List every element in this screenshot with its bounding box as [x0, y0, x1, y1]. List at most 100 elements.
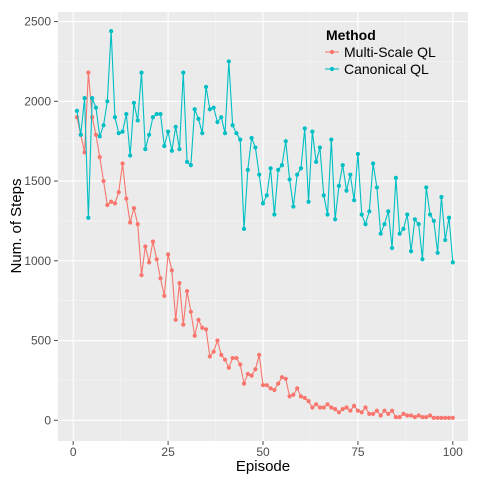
data-point	[173, 317, 178, 322]
data-point	[169, 148, 174, 153]
data-point	[374, 408, 379, 413]
data-point	[219, 352, 224, 357]
data-point	[219, 115, 224, 120]
data-point	[192, 107, 197, 112]
data-point	[226, 59, 231, 64]
data-point	[393, 175, 398, 180]
data-point	[211, 105, 216, 110]
data-point	[120, 129, 125, 134]
data-point	[325, 212, 330, 217]
data-point	[268, 386, 273, 391]
data-point	[120, 161, 125, 166]
data-point	[86, 70, 91, 75]
data-point	[363, 405, 368, 410]
data-point	[147, 260, 152, 265]
data-point	[207, 107, 212, 112]
data-point	[333, 407, 338, 412]
data-point	[245, 371, 250, 377]
data-point	[408, 413, 414, 418]
data-point	[333, 217, 338, 222]
series-canonical-ql	[74, 29, 455, 265]
data-point	[344, 188, 349, 193]
data-point	[82, 96, 87, 101]
data-point	[131, 206, 137, 211]
data-point	[90, 96, 95, 101]
data-point	[321, 193, 326, 198]
data-point	[109, 199, 114, 204]
data-point	[348, 408, 353, 413]
x-tick-label: 100	[443, 445, 463, 459]
data-point	[257, 172, 262, 177]
data-point	[435, 250, 440, 255]
y-tick-label: 2500	[24, 15, 51, 29]
data-point	[158, 276, 163, 281]
data-point	[162, 143, 167, 149]
data-point	[78, 132, 83, 137]
x-tick-label: 25	[161, 445, 175, 459]
series-line-canonical-ql	[76, 31, 454, 263]
data-point	[310, 405, 315, 410]
data-point	[101, 123, 106, 128]
data-point	[279, 163, 285, 168]
data-point	[234, 355, 239, 361]
y-tick-label: 2000	[24, 94, 51, 108]
data-point	[135, 118, 140, 123]
data-point	[352, 198, 357, 203]
data-point	[314, 159, 319, 165]
data-point	[249, 135, 254, 141]
data-point	[215, 338, 220, 343]
data-point	[260, 383, 266, 388]
data-point	[147, 132, 152, 137]
data-point	[154, 257, 159, 262]
data-point	[355, 151, 361, 157]
data-point	[272, 387, 277, 393]
data-point	[416, 222, 421, 227]
data-point	[412, 217, 417, 222]
data-point	[435, 415, 440, 420]
data-point	[196, 116, 201, 121]
y-tick-label: 1000	[24, 254, 51, 268]
data-point	[283, 139, 288, 144]
series-layer	[74, 29, 455, 420]
data-point	[207, 354, 212, 359]
data-point	[93, 105, 99, 110]
data-point	[389, 245, 395, 251]
data-point	[105, 202, 110, 208]
data-point	[181, 322, 186, 327]
data-point	[105, 99, 110, 104]
data-point	[408, 249, 414, 254]
data-point	[329, 137, 334, 142]
data-point	[253, 145, 258, 150]
x-tick-label: 75	[351, 445, 365, 459]
data-point	[298, 166, 304, 171]
data-point	[272, 212, 277, 217]
data-point	[143, 244, 148, 249]
data-point	[154, 111, 159, 117]
data-point	[128, 153, 133, 158]
data-point	[230, 123, 235, 128]
legend-label: Multi-Scale QL	[344, 44, 436, 60]
data-point	[374, 185, 379, 190]
data-point	[386, 209, 391, 214]
data-point	[222, 131, 228, 136]
data-point	[386, 411, 391, 416]
data-point	[420, 257, 425, 262]
data-point	[310, 129, 315, 134]
y-tick-label: 500	[31, 334, 51, 348]
data-point	[298, 394, 304, 399]
data-point	[241, 226, 247, 231]
data-point	[401, 226, 406, 231]
legend-label: Canonical QL	[344, 61, 429, 77]
data-point	[367, 411, 372, 416]
data-point	[340, 407, 345, 412]
data-point	[405, 413, 410, 418]
x-axis: 0 25 50 75 100	[70, 441, 463, 459]
data-point	[93, 132, 99, 137]
series-multi-scale-ql	[74, 70, 455, 420]
data-point	[340, 163, 345, 168]
data-point	[397, 231, 402, 236]
data-point	[412, 414, 417, 420]
data-point	[291, 204, 296, 209]
data-point	[257, 352, 262, 357]
